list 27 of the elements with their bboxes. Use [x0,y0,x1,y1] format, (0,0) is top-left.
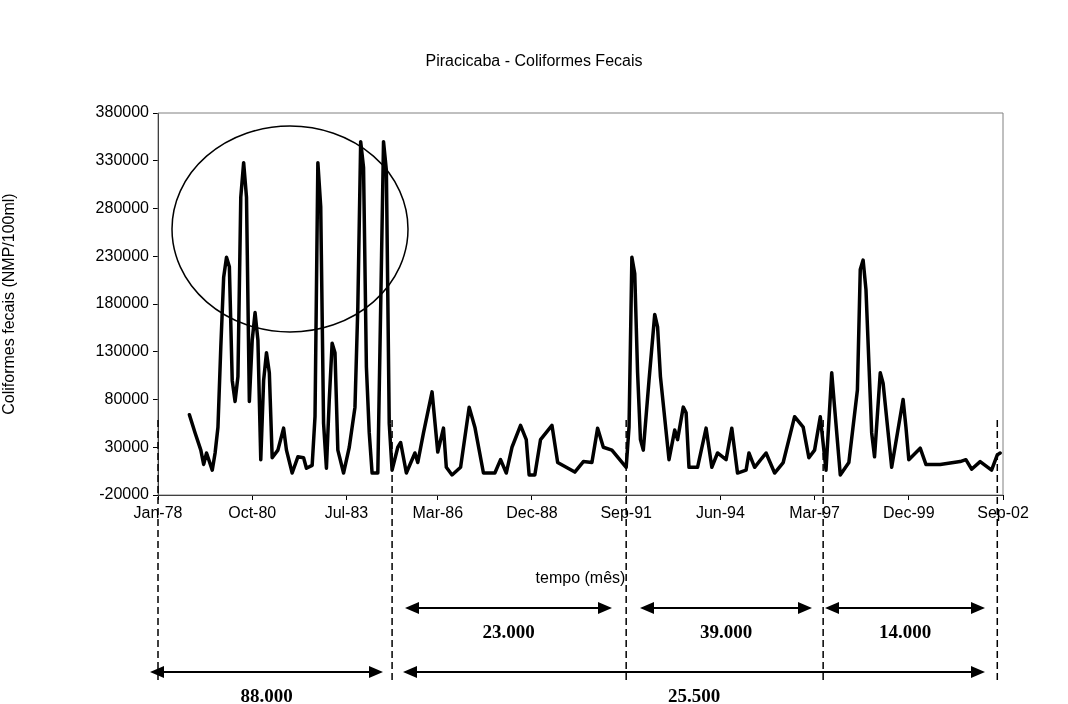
x-tick-label: Dec-88 [506,504,558,522]
y-tick-label: 180000 [95,294,150,312]
x-tick-label: Mar-86 [412,504,464,522]
x-tick-label: Sep-02 [977,504,1029,522]
y-tick-label: 330000 [95,151,150,169]
text: 14.000 [878,620,932,642]
y-tick-label: 380000 [95,103,150,121]
y-tick-label: 230000 [95,246,150,264]
y-tick-label: 30000 [104,437,150,455]
x-axis-title: tempo (mês) [535,569,626,587]
y-tick-label: -20000 [99,485,150,503]
text: 39.000 [699,620,753,642]
text: 88.000 [240,684,293,704]
x-tick-label: Dec-99 [883,504,935,522]
y-tick-label: 130000 [95,342,150,360]
x-tick-label: Jul-83 [324,504,369,522]
y-axis-title: Coliformes fecais (NMP/100ml) [0,193,18,415]
x-tick-label: Jun-94 [695,504,745,522]
text: 23.000 [482,620,535,642]
text: 25.500 [667,684,721,704]
chart-title: Piracicaba - Coliformes Fecais [425,52,643,70]
x-tick-label: Jan-78 [133,504,183,522]
y-tick-label: 280000 [95,198,150,216]
x-tick-label: Sep-91 [600,504,653,522]
x-tick-label: Oct-80 [228,504,277,522]
y-tick-label: 80000 [104,389,150,407]
x-tick-label: Mar-97 [789,504,841,522]
